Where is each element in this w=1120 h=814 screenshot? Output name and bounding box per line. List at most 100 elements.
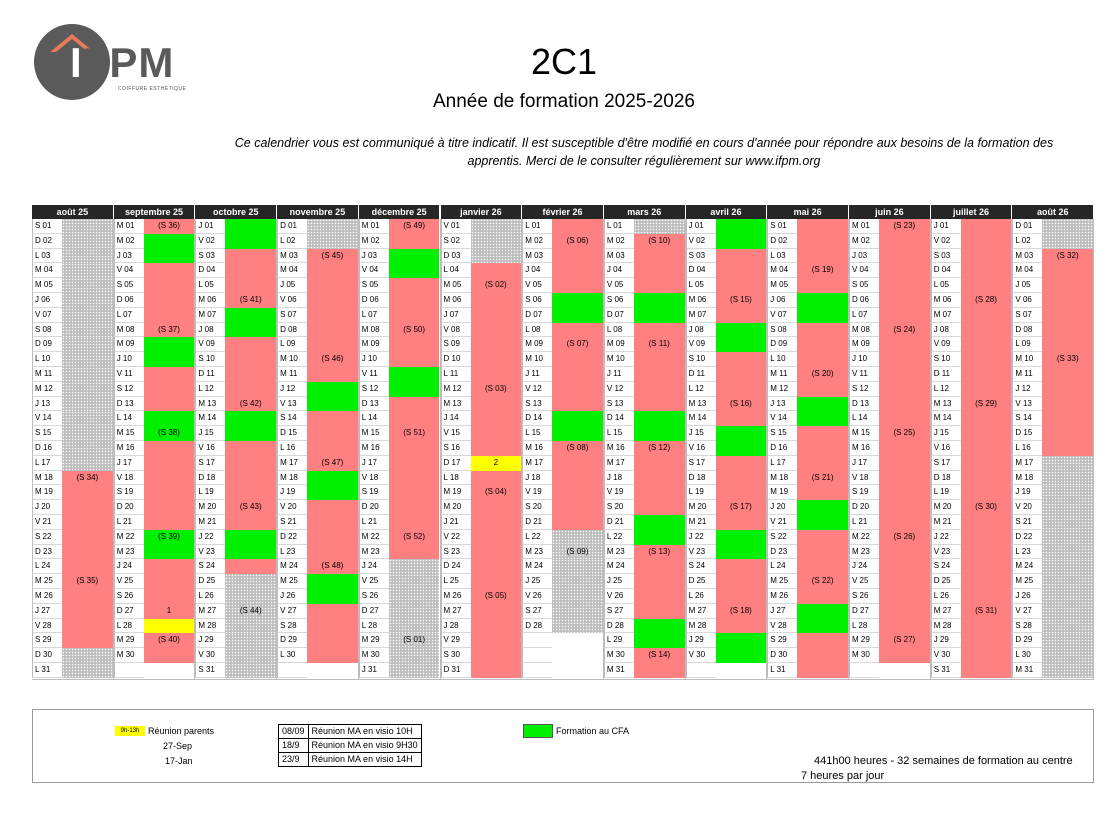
day-label: S 20 (603, 500, 634, 515)
day-cell: (S 19) (797, 263, 848, 279)
day-label: D 27 (358, 603, 389, 619)
day-cell (307, 574, 358, 589)
day-label: L 05 (930, 278, 961, 293)
day-cell (225, 485, 277, 501)
day-label: S 07 (1012, 307, 1043, 323)
month-divider (929, 219, 931, 679)
day-cell (1042, 396, 1094, 412)
ifpm-logo: IFPM COIFFURE ESTHÉTIQUE (32, 22, 192, 102)
day-label: M 20 (440, 500, 471, 515)
day-cell (225, 441, 277, 456)
day-label: M 18 (32, 470, 62, 486)
day-cell (879, 293, 930, 308)
day-cell (143, 307, 195, 323)
day-cell (470, 307, 522, 323)
day-label: S 10 (930, 352, 961, 367)
day-label: L 02 (277, 233, 308, 249)
day-label: M 29 (113, 633, 144, 649)
reunion-parents-label: Réunion parents (148, 726, 215, 736)
day-cell (388, 367, 440, 382)
day-cell (633, 219, 685, 234)
day-label: M 25 (1012, 574, 1043, 589)
day-cell (470, 322, 522, 338)
day-label: L 14 (849, 411, 879, 427)
month-header: juillet 26 (930, 205, 1012, 219)
day-label: L 18 (440, 470, 471, 486)
day-cell (879, 248, 930, 264)
month-divider (602, 219, 604, 679)
day-cell (225, 381, 277, 397)
day-label: V 11 (358, 367, 389, 382)
day-label: L 22 (522, 529, 553, 545)
day-cell: (S 06) (552, 233, 603, 249)
day-label: M 30 (113, 648, 144, 663)
training-calendar: août 25 S 01 D 02 L 03 M 04 M 05 J 06 V 07 S 08 D… (32, 205, 1095, 680)
day-label: S 06 (522, 293, 553, 308)
day-label: L 31 (32, 663, 62, 678)
day-cell (633, 352, 685, 367)
day-cell (307, 618, 358, 634)
day-label: D 18 (685, 470, 716, 486)
day-label: D 27 (113, 603, 144, 619)
day-label: J 24 (358, 559, 389, 575)
day-label: V 12 (522, 381, 553, 397)
day-label: D 09 (32, 337, 62, 353)
day-cell (715, 411, 767, 427)
day-label: M 20 (685, 500, 716, 515)
day-cell (225, 307, 277, 323)
day-label: M 28 (195, 618, 226, 634)
day-label: D 14 (522, 411, 553, 427)
day-label: L 12 (930, 381, 961, 397)
day-label: M 19 (32, 485, 62, 501)
day-label: M 16 (358, 441, 389, 456)
day-label: M 19 (440, 485, 471, 501)
month-header: juin 26 (849, 205, 930, 219)
day-cell (715, 648, 767, 663)
day-label: D 07 (522, 307, 553, 323)
day-cell (552, 293, 603, 308)
day-cell (143, 589, 195, 604)
month-divider (1011, 219, 1013, 679)
day-cell (1042, 426, 1094, 441)
day-label: J 26 (277, 589, 308, 604)
day-cell (797, 441, 848, 456)
day-label: M 06 (685, 293, 716, 308)
day-cell (62, 455, 113, 471)
day-cell (470, 263, 522, 279)
day-label: M 01 (849, 219, 879, 234)
meeting-row: 18/9 Réunion MA en visio 9H30 (278, 738, 422, 753)
day-cell (470, 367, 522, 382)
day-cell (143, 278, 195, 293)
day-cell (307, 470, 358, 486)
day-cell: (S 48) (307, 559, 358, 575)
day-cell (143, 293, 195, 308)
day-cell (388, 515, 440, 530)
day-label: V 20 (277, 500, 308, 515)
day-label: M 21 (685, 515, 716, 530)
day-label: D 02 (767, 233, 798, 249)
day-label: S 24 (195, 559, 226, 575)
day-cell (960, 663, 1012, 678)
day-label: M 30 (603, 648, 634, 663)
day-cell (552, 589, 603, 604)
day-label: M 20 (930, 500, 961, 515)
day-cell (307, 603, 358, 619)
day-cell (143, 470, 195, 486)
meetings-table: 08/09 Réunion MA en visio 10H 18/9 Réuni… (278, 724, 422, 767)
day-cell: (S 17) (715, 500, 767, 515)
day-cell: (S 12) (633, 441, 685, 456)
day-cell: (S 16) (715, 396, 767, 412)
day-label: L 05 (195, 278, 226, 293)
day-cell (470, 618, 522, 634)
day-cell (633, 470, 685, 486)
day-label: J 15 (195, 426, 226, 441)
day-cell: (S 40) (143, 633, 195, 649)
meeting-date: 23/9 (278, 752, 309, 767)
day-cell (307, 307, 358, 323)
day-cell (225, 648, 277, 663)
day-cell (470, 470, 522, 486)
day-label: M 23 (522, 544, 553, 560)
day-label: S 26 (849, 589, 879, 604)
day-label: D 15 (277, 426, 308, 441)
day-label: S 31 (930, 663, 961, 678)
